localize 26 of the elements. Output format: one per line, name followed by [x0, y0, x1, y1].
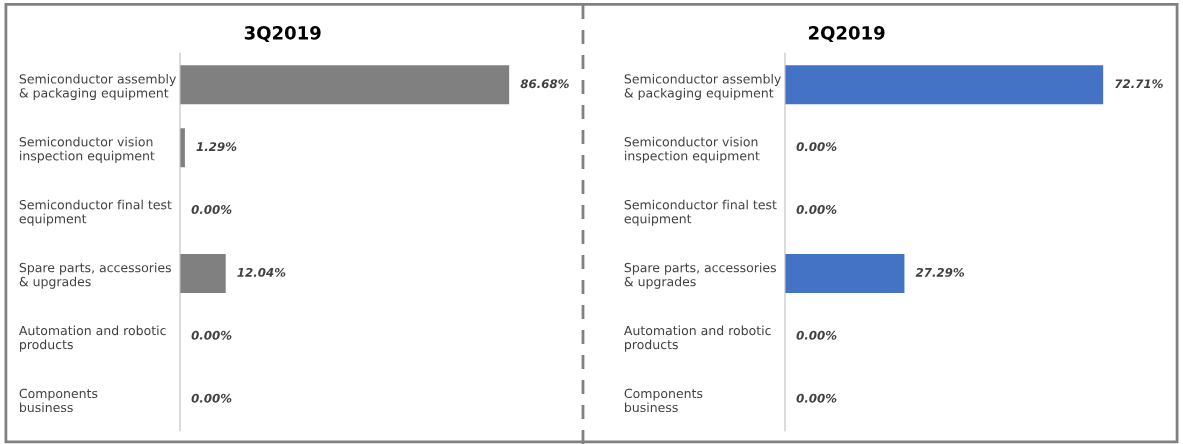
y-tick-label: Semiconductor final test equipment	[624, 199, 777, 226]
data-label: 0.00%	[191, 330, 232, 340]
data-label: 0.00%	[796, 142, 837, 152]
y-tick-label: Semiconductor vision inspection equipment	[19, 136, 155, 163]
chart-title: 3Q2019	[244, 25, 321, 43]
chart-title: 2Q2019	[808, 25, 885, 43]
data-label: 27.29%	[915, 267, 965, 277]
y-tick-label: Components business	[19, 388, 98, 413]
y-tick-label: Semiconductor final test equipment	[19, 199, 172, 226]
y-tick-label: Automation and robotic products	[623, 325, 771, 352]
data-label: 0.00%	[796, 205, 837, 214]
y-tick-label: Spare parts, accessories & upgrades	[19, 262, 172, 289]
data-label: 1.29%	[196, 142, 237, 152]
data-label: 0.00%	[191, 393, 232, 403]
data-label: 86.68%	[520, 79, 569, 89]
data-label: 0.00%	[191, 205, 232, 214]
data-label: 12.04%	[237, 267, 286, 277]
data-label: 0.00%	[796, 330, 837, 340]
y-tick-label: Semiconductor vision inspection equipment	[624, 136, 760, 163]
y-tick-label: Semiconductor assembly & packaging equipment	[19, 73, 176, 101]
y-tick-label: Components business	[624, 388, 703, 413]
y-tick-label: Automation and robotic products	[18, 325, 166, 352]
data-label: 72.71%	[1115, 79, 1163, 89]
y-tick-label: Semiconductor assembly & packaging equipment	[624, 73, 781, 101]
data-label: 0.00%	[796, 393, 837, 403]
y-tick-label: Spare parts, accessories & upgrades	[624, 262, 777, 289]
